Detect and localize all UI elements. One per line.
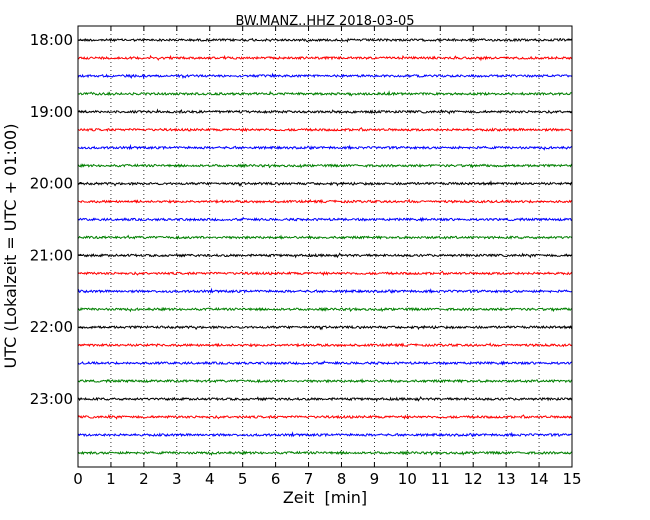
x-tick-label: 11 <box>431 470 450 488</box>
trace-line <box>77 37 573 43</box>
trace-line <box>77 198 573 204</box>
x-tick-label: 2 <box>139 470 149 488</box>
trace-line <box>77 342 573 348</box>
trace-line <box>77 90 573 97</box>
trace-line <box>77 360 573 366</box>
y-tick-label: 19:00 <box>30 103 73 121</box>
trace-line <box>77 306 573 313</box>
x-tick-label: 8 <box>337 470 347 488</box>
trace-line <box>77 324 573 331</box>
trace-line <box>77 163 573 169</box>
trace-line <box>77 143 573 151</box>
trace-line <box>77 431 573 438</box>
y-axis-label: UTC (Lokalzeit = UTC + 01:00) <box>1 124 20 369</box>
trace-line <box>77 395 573 403</box>
y-axis-ticks: 18:00 19:00 20:00 21:00 22:00 23:00 <box>30 31 572 408</box>
trace-line <box>77 450 573 456</box>
trace-line <box>77 108 573 115</box>
trace-line <box>77 54 573 62</box>
x-tick-label: 1 <box>106 470 116 488</box>
x-tick-label: 13 <box>497 470 516 488</box>
trace-line <box>77 270 573 277</box>
trace-line <box>77 378 573 384</box>
trace-line <box>77 216 573 223</box>
y-tick-label: 20:00 <box>30 175 73 193</box>
trace-line <box>77 127 573 133</box>
y-tick-label: 23:00 <box>30 390 73 408</box>
x-tick-label: 7 <box>304 470 314 488</box>
x-tick-label: 3 <box>172 470 182 488</box>
trace-line <box>77 252 573 259</box>
x-axis-label: Zeit [min] <box>283 488 367 507</box>
trace-line <box>77 72 573 80</box>
seismic-traces <box>77 37 573 456</box>
trace-line <box>77 414 573 420</box>
x-tick-label: 6 <box>271 470 281 488</box>
x-tick-label: 0 <box>73 470 83 488</box>
trace-line <box>77 287 573 294</box>
x-tick-label: 15 <box>562 470 581 488</box>
x-tick-label: 10 <box>398 470 417 488</box>
x-tick-label: 5 <box>238 470 248 488</box>
x-tick-label: 12 <box>464 470 483 488</box>
x-tick-label: 14 <box>530 470 549 488</box>
x-tick-label: 4 <box>205 470 215 488</box>
y-tick-label: 18:00 <box>30 31 73 49</box>
trace-line <box>77 180 573 187</box>
x-axis-ticks: 0 1 2 3 4 5 6 7 8 9 10 11 12 13 14 15 <box>73 26 582 488</box>
x-tick-label: 9 <box>370 470 380 488</box>
plot-title: BW.MANZ..HHZ 2018-03-05 <box>235 14 414 29</box>
trace-line <box>77 234 573 240</box>
grid-lines <box>110 26 540 467</box>
y-tick-label: 22:00 <box>30 318 73 336</box>
y-tick-label: 21:00 <box>30 246 73 264</box>
plot-frame <box>77 25 573 468</box>
